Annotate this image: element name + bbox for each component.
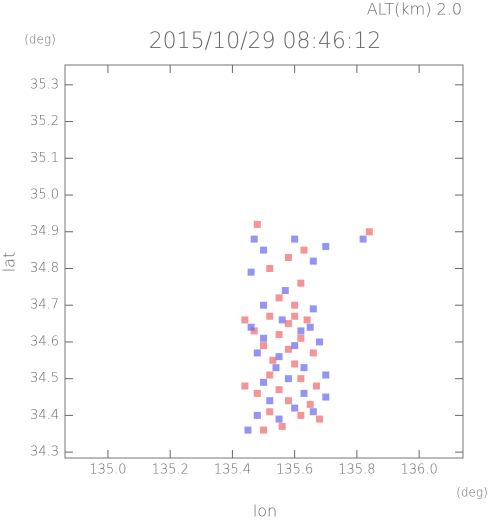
data-cell (284, 320, 292, 328)
data-cell (300, 364, 308, 372)
data-cell (359, 235, 367, 243)
data-cell (300, 389, 308, 397)
data-cell (247, 268, 255, 276)
data-cell (260, 378, 268, 386)
data-cell (275, 353, 283, 361)
data-cell (244, 426, 252, 434)
data-cell (309, 305, 317, 313)
data-cell (300, 246, 308, 254)
x-tick-label: 135.6 (276, 463, 313, 478)
data-cell (291, 342, 299, 350)
subtitle: ALT(km) 2.0 (367, 0, 462, 19)
data-cell (309, 257, 317, 265)
data-cell (266, 408, 274, 416)
x-tick-label: 135.8 (338, 463, 375, 478)
data-cell (291, 404, 299, 412)
data-cell (322, 393, 330, 401)
data-cell (284, 375, 292, 383)
data-cell (316, 338, 324, 346)
data-cell (275, 415, 283, 423)
x-tick-label: 135.2 (152, 463, 189, 478)
y-tick-label: 35.3 (30, 77, 59, 92)
x-unit: (deg) (456, 486, 488, 500)
y-tick-label: 34.7 (30, 298, 59, 313)
y-tick-label: 35.0 (30, 188, 59, 203)
data-cell (253, 389, 261, 397)
y-tick-label: 35.1 (30, 151, 59, 166)
data-cell (241, 316, 249, 324)
data-cell (312, 382, 320, 390)
data-cell (241, 382, 249, 390)
plot-frame (64, 64, 464, 459)
data-cell (309, 349, 317, 357)
data-cell (291, 301, 299, 309)
y-unit: (deg) (24, 33, 56, 47)
data-cell (272, 364, 280, 372)
data-cell (275, 294, 283, 302)
data-cell (322, 371, 330, 379)
data-cell (284, 397, 292, 405)
data-cell (284, 345, 292, 353)
x-axis-label: lon (253, 502, 277, 521)
data-cell (309, 408, 317, 416)
y-axis-label: lat (0, 252, 19, 273)
y-tick-label: 34.4 (30, 408, 59, 423)
x-tick-label: 135.0 (89, 463, 126, 478)
data-cell (297, 411, 305, 419)
y-tick-label: 34.8 (30, 261, 59, 276)
y-tick-label: 34.5 (30, 371, 59, 386)
data-cell (303, 316, 311, 324)
data-cell (297, 334, 305, 342)
data-cell (253, 220, 261, 228)
x-tick-label: 136.0 (401, 463, 438, 478)
data-cell (278, 316, 286, 324)
data-cell (253, 349, 261, 357)
data-cell (250, 327, 258, 335)
data-cell (260, 301, 268, 309)
data-cell (284, 253, 292, 261)
data-cell (365, 228, 373, 236)
data-cell (291, 312, 299, 320)
data-cell (260, 426, 268, 434)
data-cell (322, 242, 330, 250)
data-cell (316, 415, 324, 423)
data-cell (297, 375, 305, 383)
data-cell (266, 312, 274, 320)
data-cell (275, 331, 283, 339)
y-tick-label: 35.2 (30, 114, 59, 129)
data-cell (297, 327, 305, 335)
data-cell (266, 397, 274, 405)
data-cell (266, 371, 274, 379)
data-cell (253, 411, 261, 419)
data-cell (278, 422, 286, 430)
y-tick-label: 34.9 (30, 224, 59, 239)
data-cell (281, 287, 289, 295)
y-tick-label: 34.3 (30, 445, 59, 460)
data-cell (260, 334, 268, 342)
data-cell (266, 264, 274, 272)
data-cell (275, 386, 283, 394)
y-tick-label: 34.6 (30, 334, 59, 349)
data-cell (291, 360, 299, 368)
chart-title: 2015/10/29 08:46:12 (149, 29, 382, 54)
data-cell (250, 235, 258, 243)
x-tick-label: 135.4 (214, 463, 251, 478)
data-cell (306, 400, 314, 408)
data-cell (297, 279, 305, 287)
data-cell (260, 342, 268, 350)
data-cell (247, 323, 255, 331)
data-cell (269, 356, 277, 364)
data-cell (260, 246, 268, 254)
data-cell (291, 235, 299, 243)
data-cell (306, 323, 314, 331)
